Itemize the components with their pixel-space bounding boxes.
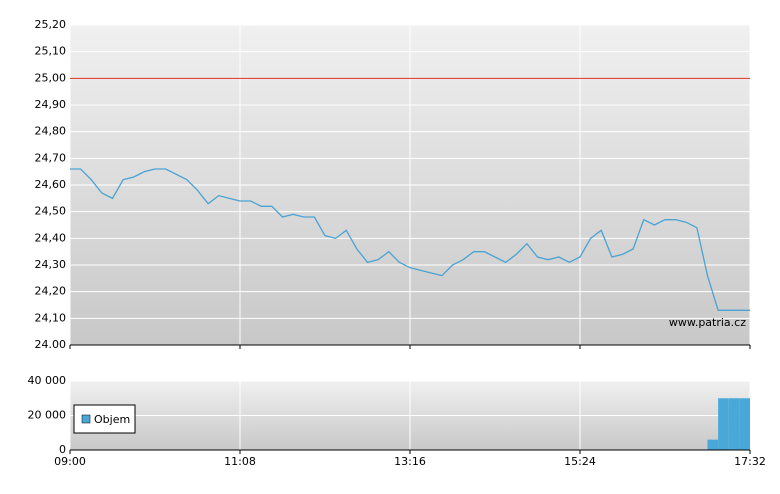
x-tick-label: 13:16 bbox=[394, 455, 426, 468]
y-tick-label: 24,10 bbox=[35, 311, 67, 324]
x-tick-label: 17:32 bbox=[734, 455, 766, 468]
y-tick-label: 24,30 bbox=[35, 258, 67, 271]
y-tick-label: 24,60 bbox=[35, 178, 67, 191]
y-tick-label: 24,80 bbox=[35, 125, 67, 138]
y-tick-label: 0 bbox=[59, 443, 66, 456]
y-tick-label: 25,20 bbox=[35, 18, 67, 31]
y-tick-label: 24.00 bbox=[35, 338, 67, 351]
y-tick-label: 40 000 bbox=[28, 374, 67, 387]
x-tick-label: 15:24 bbox=[564, 455, 596, 468]
volume-bar bbox=[739, 398, 750, 450]
volume-bar bbox=[728, 398, 740, 450]
price-line bbox=[70, 168, 750, 311]
legend-swatch bbox=[81, 414, 91, 424]
x-tick-label: 09:00 bbox=[54, 455, 86, 468]
y-tick-label: 24,90 bbox=[35, 98, 67, 111]
y-tick-label: 20 000 bbox=[28, 409, 67, 422]
watermark: www.patria.cz bbox=[669, 316, 746, 329]
volume-bar bbox=[707, 439, 719, 450]
y-tick-label: 25,10 bbox=[35, 45, 67, 58]
y-tick-label: 24,20 bbox=[35, 285, 67, 298]
y-tick-label: 24,70 bbox=[35, 151, 67, 164]
y-tick-label: 24,40 bbox=[35, 231, 67, 244]
y-tick-label: 24,50 bbox=[35, 205, 67, 218]
volume-bar bbox=[718, 398, 729, 450]
legend-label: Objem bbox=[94, 413, 130, 426]
x-tick-label: 11:08 bbox=[224, 455, 256, 468]
y-tick-label: 25,00 bbox=[35, 71, 67, 84]
